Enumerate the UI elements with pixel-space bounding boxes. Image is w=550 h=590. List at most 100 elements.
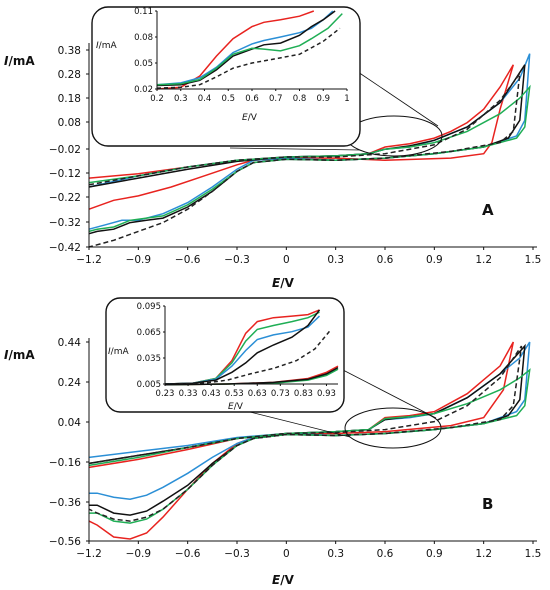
panel-b-inset-y-tick-label: 0.095 <box>137 302 161 312</box>
panel-b-inset-x-tick-label: 0.23 <box>156 389 175 399</box>
panel-b-inset-x-tick-label: 0.63 <box>248 389 267 399</box>
panel-b-inset-xlabel: E/V <box>228 402 244 412</box>
panel-a-series-dashed <box>88 71 521 248</box>
panel-a-y-tick-label: 0.38 <box>58 45 81 57</box>
panel-b-y-tick-label: 0.24 <box>58 377 82 389</box>
panel-a-inset-x-tick-label: 0.2 <box>150 94 164 104</box>
panel-a-inset-x-tick-label: 0.5 <box>221 94 235 104</box>
panel-b-y-tick-label: −0.56 <box>49 536 81 548</box>
panel-a-x-tick-label: 1.5 <box>525 254 542 266</box>
panel-a-y-tick-label: 0.28 <box>58 69 81 81</box>
panel-a-y-tick-label: −0.42 <box>49 242 81 254</box>
panel-a-y-tick-label: 0.18 <box>58 93 81 105</box>
panel-b-series-layer <box>88 341 531 540</box>
panel-b-inset-y-tick-label: 0.035 <box>137 354 161 364</box>
panel-b-inset-series-dashed-4 <box>164 328 332 385</box>
panel-b-y-tick-label: 0.44 <box>58 337 82 349</box>
panel-b-x-tick-label: 0.6 <box>377 548 394 560</box>
panel-a-series-layer <box>88 53 531 248</box>
panel-a-inset-series-dashed-4 <box>156 27 341 89</box>
panel-b-axes: 0.44 0.24 0.04 −0.16 −0.36 −0.56−1.2 −0.9 −0.6 −… <box>49 337 542 560</box>
panel-b-label: B <box>482 495 493 513</box>
panel-b-inset-y-tick-label: 0.005 <box>137 380 161 390</box>
panel-b-inset-x-tick-label: 0.83 <box>294 389 313 399</box>
panel-b-inset-ylabel-unit: /mA <box>111 347 130 357</box>
panel-a-y-tick-label: −0.22 <box>49 192 81 204</box>
panel-a-x-tick-label: −0.9 <box>126 254 152 266</box>
panel-a: 0.38 0.28 0.18 0.08 −0.02 −0.12 −0.22 −0.32 −0.4… <box>4 6 542 290</box>
panel-a-inset-series-black-2 <box>156 10 336 87</box>
panel-a-inset-x-tick-label: 0.3 <box>174 94 188 104</box>
panel-b-series-dashed <box>88 345 523 522</box>
panel-a-x-tick-label: 0.3 <box>327 254 344 266</box>
panel-a-x-tick-label: −1.2 <box>76 254 102 266</box>
panel-a-series-green-3 <box>88 84 531 233</box>
panel-a-inset-axes: 0.11 0.08 0.05 0.020.2 0.3 0.4 0.5 0.6 0.7 0.8 0.9… <box>134 7 350 104</box>
panel-a-inset-frame <box>91 6 361 147</box>
panel-a-ylabel-unit: /mA <box>8 54 35 68</box>
panel-a-inset-ylabel-symbol: I <box>96 41 99 51</box>
panel-a-inset-series-blue-1 <box>156 10 334 86</box>
panel-a-y-tick-label: −0.32 <box>49 217 81 229</box>
panel-a-inset-y-tick-label: 0.02 <box>134 85 153 95</box>
panel-b-xlabel-unit: /V <box>280 573 294 587</box>
panel-b-y-tick-label: −0.36 <box>49 497 81 509</box>
panel-b-ylabel-symbol: I <box>4 348 9 362</box>
panel-a-inset-y-tick-label: 0.11 <box>134 7 153 17</box>
panel-a-connector-right <box>357 71 439 127</box>
panel-b-ylabel-unit: /mA <box>8 348 35 362</box>
panel-b-x-tick-label: 0 <box>283 548 290 560</box>
panel-b-xlabel: E/V <box>272 573 295 587</box>
panel-a-inset-xlabel-unit: /V <box>248 113 258 123</box>
panel-a-inset-y-tick-label: 0.05 <box>134 59 153 69</box>
panel-b-y-tick-label: 0.04 <box>58 417 82 429</box>
panel-a-xlabel-unit: /V <box>280 276 294 290</box>
panel-b-inset-xlabel-symbol: E <box>228 402 234 412</box>
panel-b-inset-xlabel-unit: /V <box>234 402 244 412</box>
panel-a-x-tick-label: 1.2 <box>475 254 492 266</box>
panel-a-inset-x-tick-label: 0.4 <box>198 94 212 104</box>
panel-b-x-tick-label: −1.2 <box>76 548 102 560</box>
panel-b-connector-left <box>249 411 351 438</box>
panel-a-ylabel: I/mA <box>4 54 35 68</box>
panel-a-y-tick-label: −0.02 <box>49 144 81 156</box>
panel-a-x-tick-label: 0.6 <box>377 254 394 266</box>
panel-a-inset-x-tick-label: 0.6 <box>245 94 259 104</box>
panel-b-inset-x-tick-label: 0.43 <box>202 389 221 399</box>
panel-a-x-tick-label: 0 <box>283 254 290 266</box>
panel-b-series-green-3 <box>88 368 531 524</box>
panel-b-y-tick-label: −0.16 <box>49 457 81 469</box>
panel-b-inset-x-tick-label: 0.73 <box>271 389 290 399</box>
panel-a-inset-ylabel: I/mA <box>96 41 117 51</box>
panel-b-x-tick-label: 1.2 <box>475 548 492 560</box>
panel-a-y-tick-label: 0.08 <box>58 117 81 129</box>
panel-a-x-tick-label: −0.6 <box>175 254 201 266</box>
panel-a-inset-xlabel-symbol: E <box>242 113 248 123</box>
panel-a-xlabel-symbol: E <box>272 276 281 290</box>
panel-b-inset-x-tick-label: 0.93 <box>317 389 336 399</box>
panel-a-inset-x-tick-label: 0.9 <box>316 94 330 104</box>
panel-a-inset-y-tick-label: 0.08 <box>134 33 153 43</box>
panel-a-connector-left <box>229 147 361 151</box>
panel-a-y-tick-label: −0.12 <box>49 168 81 180</box>
panel-b-zoom-ellipse <box>344 407 442 449</box>
panel-a-inset-x-tick-label: 0.8 <box>293 94 307 104</box>
panel-b-inset-ylabel: I/mA <box>108 347 129 357</box>
panel-b-x-tick-label: 0.3 <box>327 548 344 560</box>
panel-b-inset-ylabel-symbol: I <box>108 347 111 357</box>
panel-b-x-tick-label: −0.3 <box>224 548 250 560</box>
panel-b-inset-series-black-3 <box>164 309 321 385</box>
panel-b-inset-x-tick-label: 0.53 <box>225 389 244 399</box>
panel-b-x-tick-label: −0.9 <box>126 548 152 560</box>
panel-a-inset-x-tick-label: 1 <box>344 94 349 104</box>
panel-a-xlabel: E/V <box>272 276 295 290</box>
panel-a-inset-ylabel-unit: /mA <box>99 41 118 51</box>
panel-b-connector-right <box>342 369 437 419</box>
panel-b-x-tick-label: −0.6 <box>175 548 201 560</box>
panel-b: 0.44 0.24 0.04 −0.16 −0.36 −0.56−1.2 −0.9 −0.6 −… <box>4 297 542 587</box>
panel-b-xlabel-symbol: E <box>272 573 281 587</box>
panel-a-x-tick-label: 0.9 <box>426 254 443 266</box>
